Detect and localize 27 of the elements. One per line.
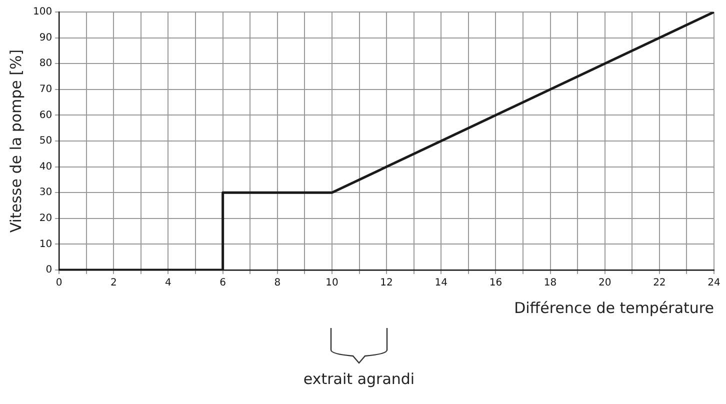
y-tick-label: 80 (39, 58, 52, 70)
x-tick-label: 24 (708, 278, 720, 289)
y-tick-label: 90 (39, 32, 52, 44)
x-axis-title: Différence de température (514, 298, 714, 317)
x-tick-label: 12 (380, 278, 393, 289)
y-tick-label: 10 (39, 238, 52, 250)
x-tick-label: 0 (56, 278, 62, 289)
y-tick-label: 70 (39, 84, 52, 95)
y-tick-label: 100 (32, 6, 52, 18)
x-tick-label: 18 (544, 278, 557, 289)
x-tick-label: 20 (598, 278, 612, 289)
x-tick-label: 22 (653, 278, 666, 289)
x-tick-label: 2 (110, 278, 117, 289)
y-tick-label: 40 (39, 161, 52, 172)
text: extrait agrandi (303, 370, 415, 388)
y-axis-title: Vitesse de la pompe [%] (6, 49, 25, 233)
x-tick-label: 8 (274, 278, 281, 289)
y-tick-label: 60 (39, 110, 52, 121)
y-tick-label: 30 (39, 187, 52, 198)
y-tick-label: 20 (39, 212, 52, 224)
y-tick-label: 50 (39, 136, 52, 147)
x-tick-label: 10 (326, 278, 338, 289)
x-tick-label: 4 (165, 278, 172, 289)
y-tick-label: 0 (46, 264, 52, 276)
x-tick-label: 16 (489, 278, 502, 289)
x-tick-label: 6 (220, 278, 226, 289)
x-tick-label: 14 (434, 278, 448, 289)
